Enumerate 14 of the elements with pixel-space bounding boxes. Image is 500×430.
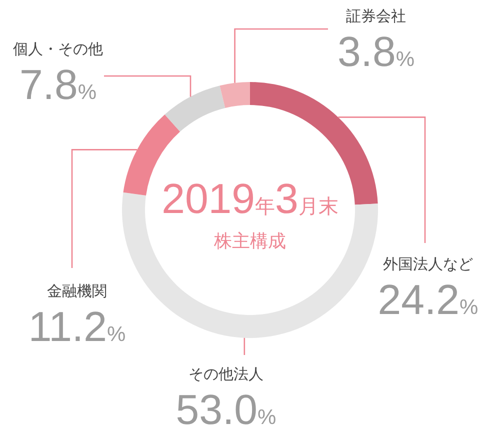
data-label: 7.8%	[19, 61, 97, 108]
data-label: 11.2%	[28, 303, 126, 350]
text: 2019年3月末	[162, 175, 338, 222]
slice-label: 外国法人など	[383, 256, 473, 273]
donut-slice	[220, 82, 250, 108]
text: 株主構成	[213, 231, 286, 251]
slice-label: 個人・その他	[13, 41, 103, 58]
data-label: 24.2%	[378, 276, 478, 323]
data-label: 53.0%	[176, 386, 276, 430]
slice-label: 証券会社	[346, 8, 406, 25]
slice-label: その他法人	[188, 366, 264, 383]
donut-slice	[164, 86, 226, 132]
data-label: 3.8%	[337, 28, 415, 75]
slice-label: 金融機関	[47, 283, 107, 300]
